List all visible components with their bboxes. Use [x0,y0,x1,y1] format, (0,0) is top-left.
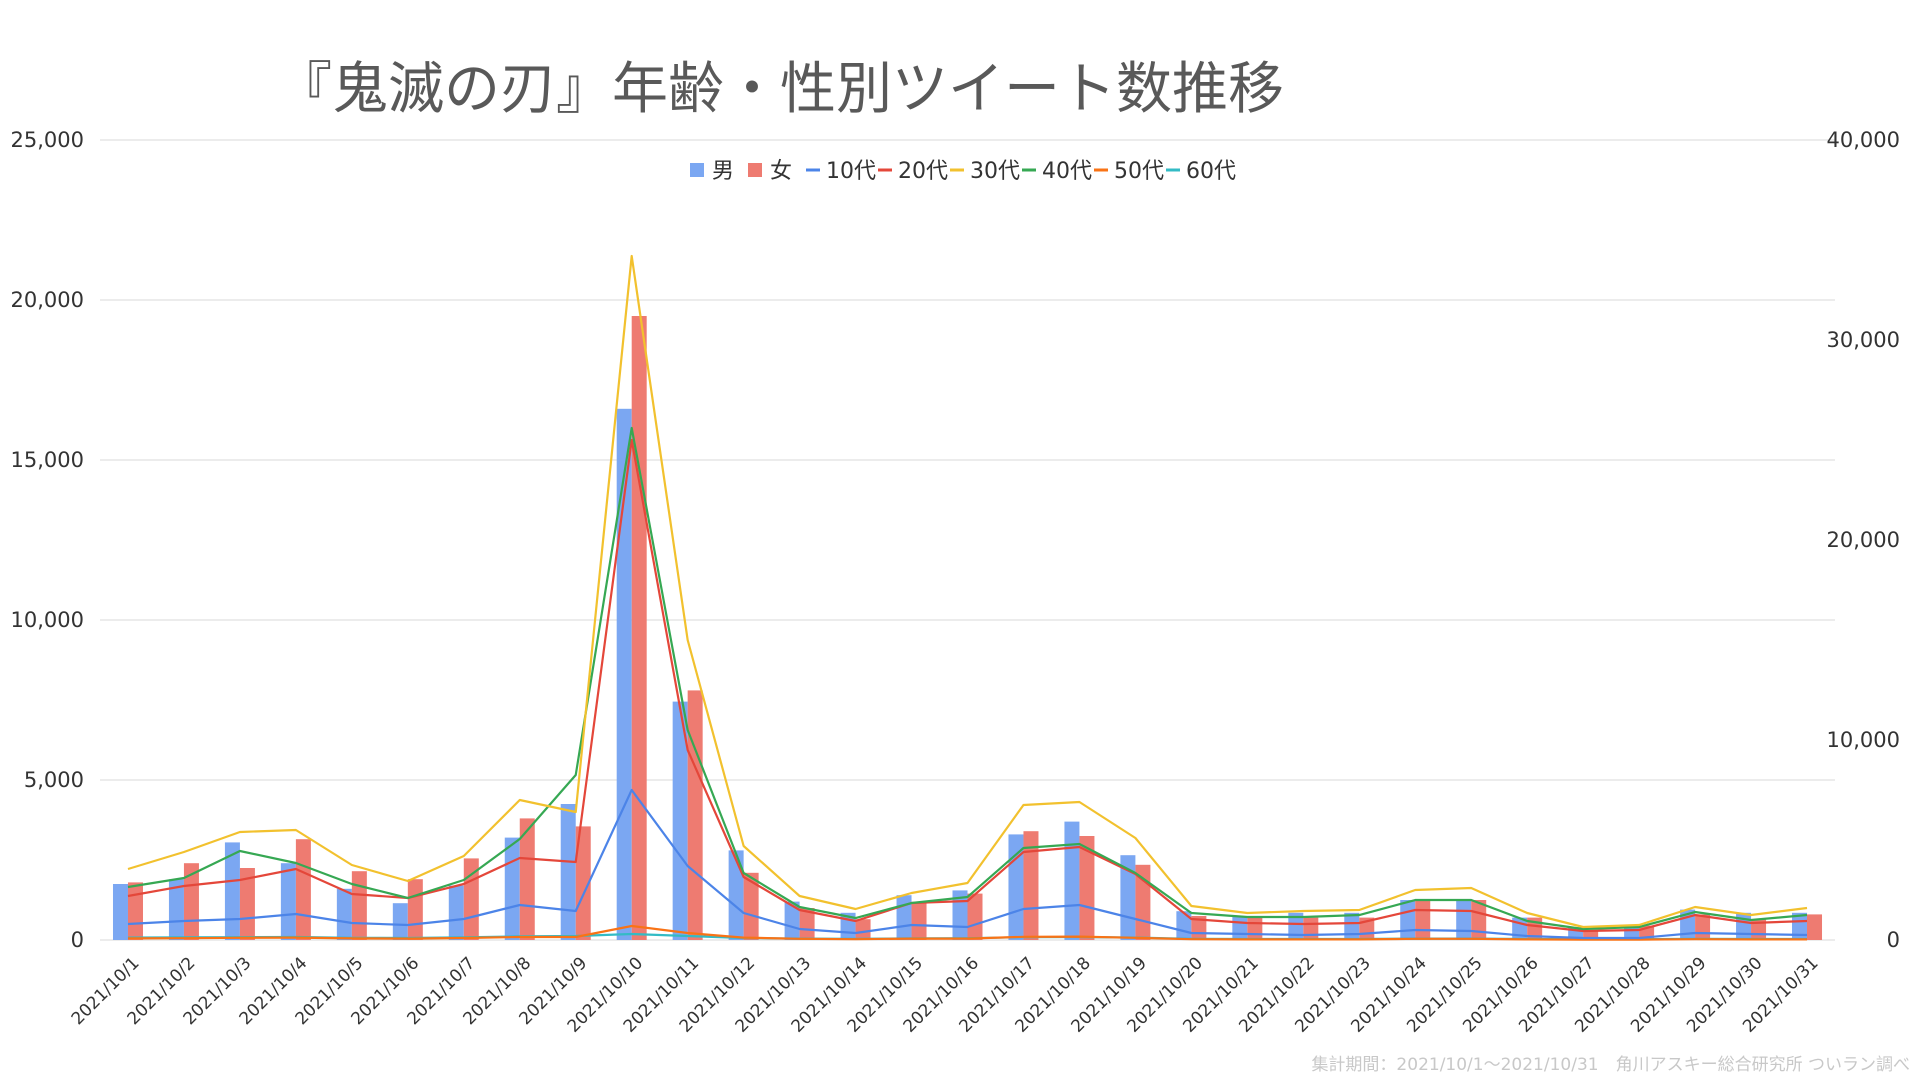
bar [799,908,815,940]
bar [672,701,688,940]
line-series-0 [127,788,1808,940]
grid-lines [100,139,1835,941]
right-tick-label: 40,000 [1827,128,1900,152]
line-series-layer [127,254,1808,941]
bar [1247,917,1263,940]
bar [743,872,759,940]
bar [407,879,423,940]
bar [1695,914,1711,940]
legend-swatch [690,163,704,177]
bar [1288,912,1304,940]
bar [1344,912,1360,940]
line-series-3 [127,426,1808,931]
bar [855,919,871,940]
legend-label: 30代 [970,159,1020,184]
right-y-axis: 0 10,000 20,000 30,000 40,000 [1827,128,1900,952]
footnote: 集計期間：2021/10/1～2021/10/31 角川アスキー総合研究所 つい… [1311,1055,1910,1075]
bar [392,903,408,940]
right-tick-label: 0 [1887,928,1900,952]
bar [112,884,128,940]
bar [575,826,591,940]
bar-series-0 [112,408,1808,940]
right-tick-label: 10,000 [1827,728,1900,752]
legend-label: 女 [770,159,792,184]
bar [687,690,703,940]
bar-series-layer [112,316,1823,940]
bar [560,804,576,940]
bar [616,408,632,940]
bar [1064,821,1080,940]
legend-label: 10代 [826,159,876,184]
legend-label: 40代 [1042,159,1092,184]
left-y-axis: 0 5,000 10,000 15,000 20,000 25,000 [11,128,84,952]
bar [239,868,255,940]
left-tick-label: 15,000 [11,448,84,472]
bar [295,839,311,940]
bar [728,850,744,940]
legend-label: 20代 [898,159,948,184]
bar [448,885,464,940]
bar [631,316,647,940]
chart-title: 『鬼滅の刃』年齢・性別ツイート数推移 [276,57,1284,122]
bar [1303,917,1319,940]
right-tick-label: 20,000 [1827,528,1900,552]
legend-label: 50代 [1114,159,1164,184]
bar [168,879,184,940]
bar [1583,930,1599,940]
bar [1456,900,1472,940]
left-tick-label: 20,000 [11,288,84,312]
line-series-4 [127,924,1808,941]
bar [336,888,352,940]
bar [519,818,535,940]
x-axis: 2021/10/12021/10/22021/10/32021/10/42021… [68,953,1823,1036]
line-series-1 [127,438,1808,933]
legend-label: 60代 [1186,159,1236,184]
bar [896,895,912,940]
right-tick-label: 30,000 [1827,328,1900,352]
bar [1415,900,1431,940]
left-tick-label: 0 [71,928,84,952]
bar [351,871,367,940]
bar [1471,900,1487,940]
legend-swatch [748,163,762,177]
bar [1400,900,1416,940]
bar [967,893,983,940]
legend-label: 男 [712,159,734,184]
bar [1736,912,1752,940]
bar [1792,912,1808,940]
bar [1176,911,1192,940]
bar [224,842,240,940]
bar [911,903,927,940]
bar [127,882,143,940]
bar [1232,916,1248,940]
line-series-2 [127,254,1808,929]
bar [504,837,520,940]
bar-series-1 [127,316,1823,940]
legend: 男 女 10代 20代 30代 40代 50代 60代 [690,159,1236,184]
bar [1079,836,1095,940]
left-tick-label: 10,000 [11,608,84,632]
left-tick-label: 25,000 [11,128,84,152]
bar [784,901,800,940]
left-tick-label: 5,000 [24,768,84,792]
bar [1023,831,1039,940]
bar [1807,914,1823,940]
bar [280,863,296,940]
